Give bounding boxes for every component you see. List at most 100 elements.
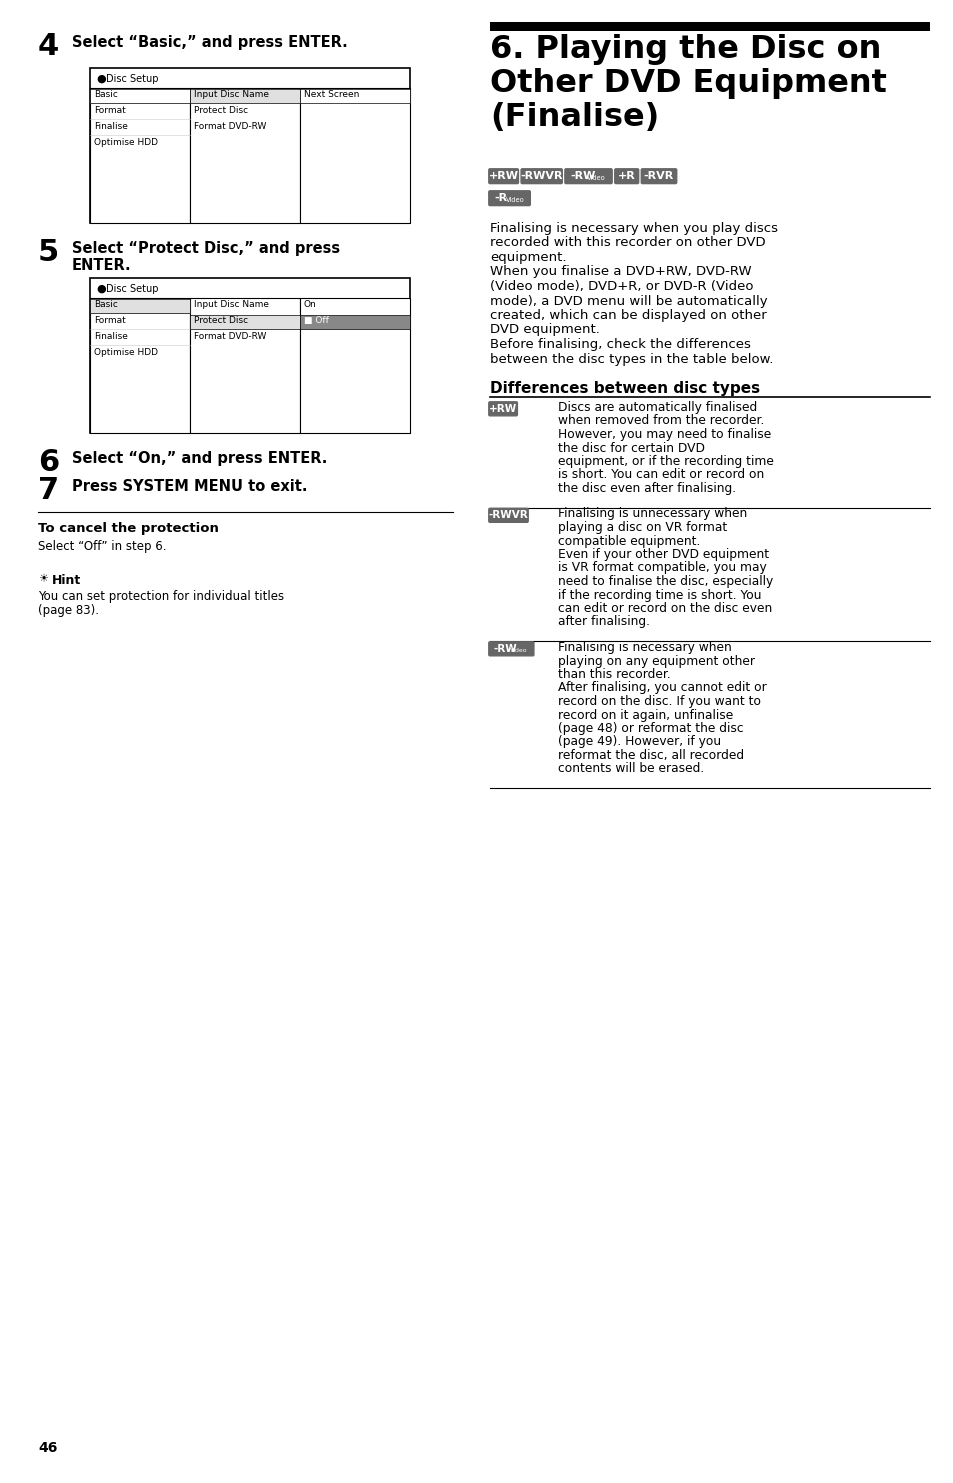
- Text: After finalising, you cannot edit or: After finalising, you cannot edit or: [558, 682, 766, 694]
- FancyBboxPatch shape: [488, 191, 530, 206]
- Text: To cancel the protection: To cancel the protection: [38, 522, 218, 535]
- Text: Select “On,” and press ENTER.: Select “On,” and press ENTER.: [71, 451, 327, 466]
- Text: Next Screen: Next Screen: [304, 90, 359, 99]
- Text: recorded with this recorder on other DVD: recorded with this recorder on other DVD: [490, 236, 765, 249]
- Text: Even if your other DVD equipment: Even if your other DVD equipment: [558, 549, 768, 561]
- Text: 6. Playing the Disc on
Other DVD Equipment
(Finalise): 6. Playing the Disc on Other DVD Equipme…: [490, 34, 886, 133]
- Text: Video: Video: [505, 197, 524, 203]
- Text: (page 48) or reformat the disc: (page 48) or reformat the disc: [558, 722, 742, 736]
- Text: can edit or record on the disc even: can edit or record on the disc even: [558, 602, 771, 615]
- Bar: [299, 87, 410, 222]
- Text: between the disc types in the table below.: between the disc types in the table belo…: [490, 353, 773, 365]
- Text: When you finalise a DVD+RW, DVD-RW: When you finalise a DVD+RW, DVD-RW: [490, 265, 751, 279]
- Text: Basic: Basic: [94, 90, 118, 99]
- Text: Protect Disc: Protect Disc: [193, 316, 248, 325]
- Text: equipment, or if the recording time: equipment, or if the recording time: [558, 455, 773, 469]
- Text: -RW: -RW: [494, 644, 517, 654]
- Text: -RWVR: -RWVR: [488, 510, 528, 521]
- Text: Disc Setup: Disc Setup: [106, 285, 158, 294]
- Text: ●: ●: [96, 285, 106, 294]
- Text: is short. You can edit or record on: is short. You can edit or record on: [558, 469, 763, 482]
- Text: is VR format compatible, you may: is VR format compatible, you may: [558, 562, 766, 574]
- Text: -RVR: -RVR: [643, 171, 674, 181]
- Text: (Video mode), DVD+R, or DVD-R (Video: (Video mode), DVD+R, or DVD-R (Video: [490, 280, 753, 294]
- Text: the disc even after finalising.: the disc even after finalising.: [558, 482, 736, 495]
- Bar: [90, 87, 190, 222]
- Text: Finalising is unnecessary when: Finalising is unnecessary when: [558, 507, 746, 521]
- Text: Input Disc Name: Input Disc Name: [193, 300, 269, 308]
- Text: 6: 6: [38, 448, 59, 478]
- Text: contents will be erased.: contents will be erased.: [558, 762, 703, 776]
- Text: 5: 5: [38, 237, 59, 267]
- Text: Protect Disc: Protect Disc: [193, 105, 248, 116]
- Text: ENTER.: ENTER.: [71, 258, 132, 273]
- Text: Format: Format: [94, 105, 126, 116]
- FancyBboxPatch shape: [488, 509, 528, 522]
- Text: Select “Off” in step 6.: Select “Off” in step 6.: [38, 540, 167, 553]
- Text: Video: Video: [510, 648, 527, 653]
- Text: Basic: Basic: [94, 300, 118, 308]
- FancyBboxPatch shape: [520, 169, 561, 184]
- Text: 46: 46: [38, 1441, 57, 1455]
- Text: Before finalising, check the differences: Before finalising, check the differences: [490, 338, 750, 351]
- Text: Press SYSTEM MENU to exit.: Press SYSTEM MENU to exit.: [71, 479, 307, 494]
- Text: Select “Protect Disc,” and press: Select “Protect Disc,” and press: [71, 242, 340, 257]
- Text: when removed from the recorder.: when removed from the recorder.: [558, 415, 763, 427]
- Text: Format: Format: [94, 316, 126, 325]
- Text: playing on any equipment other: playing on any equipment other: [558, 654, 754, 667]
- Text: On: On: [304, 300, 316, 308]
- Text: DVD equipment.: DVD equipment.: [490, 323, 599, 337]
- Text: (page 49). However, if you: (page 49). However, if you: [558, 736, 720, 749]
- Text: reformat the disc, all recorded: reformat the disc, all recorded: [558, 749, 743, 762]
- Text: Video: Video: [587, 175, 605, 181]
- Text: ☀: ☀: [38, 574, 48, 584]
- Bar: [90, 298, 190, 433]
- Text: Hint: Hint: [52, 574, 81, 587]
- Text: +RW: +RW: [488, 171, 518, 181]
- Text: -RWVR: -RWVR: [520, 171, 562, 181]
- Text: Finalising is necessary when: Finalising is necessary when: [558, 641, 731, 654]
- Text: 4: 4: [38, 33, 59, 61]
- FancyBboxPatch shape: [488, 169, 517, 184]
- Text: Finalise: Finalise: [94, 122, 128, 131]
- Text: Finalising is necessary when you play discs: Finalising is necessary when you play di…: [490, 222, 778, 234]
- Bar: [490, 22, 929, 31]
- Text: Input Disc Name: Input Disc Name: [193, 90, 269, 99]
- Bar: [190, 87, 299, 222]
- Text: (page 83).: (page 83).: [38, 604, 99, 617]
- Text: ■ Off: ■ Off: [304, 316, 329, 325]
- Text: Format DVD-RW: Format DVD-RW: [193, 332, 266, 341]
- Text: Optimise HDD: Optimise HDD: [94, 349, 158, 357]
- Bar: [90, 300, 190, 313]
- Bar: [190, 89, 299, 102]
- Bar: [299, 298, 410, 433]
- Text: +RW: +RW: [489, 403, 517, 414]
- Bar: [90, 68, 410, 222]
- Bar: [90, 277, 410, 433]
- Text: playing a disc on VR format: playing a disc on VR format: [558, 521, 726, 534]
- FancyBboxPatch shape: [488, 642, 534, 655]
- Bar: [299, 89, 410, 102]
- Text: record on it again, unfinalise: record on it again, unfinalise: [558, 709, 733, 722]
- Text: mode), a DVD menu will be automatically: mode), a DVD menu will be automatically: [490, 295, 767, 307]
- Text: Differences between disc types: Differences between disc types: [490, 381, 760, 396]
- Text: Disc Setup: Disc Setup: [106, 74, 158, 85]
- Text: -RW: -RW: [570, 171, 595, 181]
- Text: compatible equipment.: compatible equipment.: [558, 534, 700, 547]
- Text: the disc for certain DVD: the disc for certain DVD: [558, 442, 704, 454]
- Bar: [90, 89, 190, 102]
- Text: than this recorder.: than this recorder.: [558, 667, 670, 681]
- Text: Finalise: Finalise: [94, 332, 128, 341]
- Text: Optimise HDD: Optimise HDD: [94, 138, 158, 147]
- Text: need to finalise the disc, especially: need to finalise the disc, especially: [558, 575, 773, 587]
- Text: -R: -R: [494, 193, 507, 203]
- Bar: [190, 298, 299, 433]
- Text: Select “Basic,” and press ENTER.: Select “Basic,” and press ENTER.: [71, 36, 348, 50]
- Bar: [190, 314, 299, 329]
- Text: created, which can be displayed on other: created, which can be displayed on other: [490, 308, 766, 322]
- Text: Format DVD-RW: Format DVD-RW: [193, 122, 266, 131]
- FancyBboxPatch shape: [488, 402, 517, 415]
- Text: if the recording time is short. You: if the recording time is short. You: [558, 589, 760, 602]
- Text: 7: 7: [38, 476, 59, 506]
- FancyBboxPatch shape: [614, 169, 638, 184]
